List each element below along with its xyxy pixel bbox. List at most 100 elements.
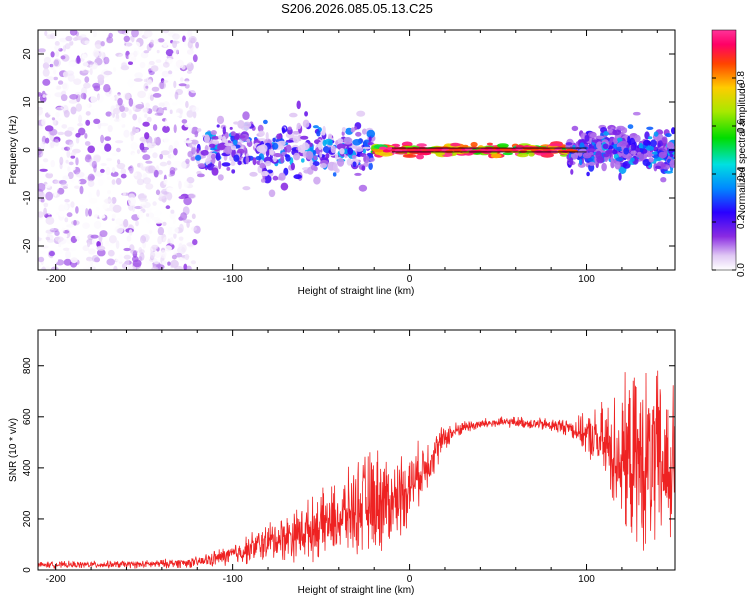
heatmap-cell	[64, 130, 73, 137]
heatmap-cell	[55, 85, 62, 90]
heatmap-cell	[181, 119, 188, 124]
heatmap-cell	[630, 150, 637, 155]
heatmap-cell	[48, 250, 55, 257]
heatmap-cell	[97, 249, 106, 257]
heatmap-cell	[90, 95, 98, 104]
heatmap-cell	[167, 32, 176, 37]
heatmap-cell	[45, 172, 54, 179]
heatmap-cell	[352, 161, 357, 167]
heatmap-cell	[658, 151, 667, 159]
heatmap-cell	[103, 199, 111, 203]
heatmap-cell	[75, 31, 79, 37]
heatmap-cell	[150, 39, 155, 45]
heatmap-cell	[170, 259, 179, 268]
heatmap-cell	[100, 134, 105, 144]
heatmap-cell	[172, 33, 180, 40]
heatmap-cell	[44, 125, 54, 132]
heatmap-cell	[189, 105, 197, 112]
heatmap-cell	[67, 126, 75, 132]
heatmap-cell	[67, 145, 73, 151]
heatmap-cell	[347, 147, 354, 155]
heatmap-cell	[610, 156, 614, 163]
heatmap-cell	[190, 260, 196, 265]
heatmap-cell	[169, 109, 173, 115]
heatmap-cell	[145, 254, 149, 261]
heatmap-cell	[75, 103, 83, 112]
heatmap-cell	[258, 130, 265, 137]
heatmap-cell	[615, 146, 624, 152]
heatmap-cell	[633, 134, 641, 143]
heatmap-cell	[50, 51, 55, 58]
heatmap-cell	[106, 258, 115, 266]
heatmap-cell	[139, 249, 145, 254]
heatmap-cell	[170, 209, 175, 214]
x-tick-label: 0	[407, 274, 413, 285]
heatmap-cell	[123, 92, 131, 100]
heatmap-cell	[45, 191, 54, 201]
heatmap-cell	[142, 154, 151, 161]
heatmap-cell	[155, 179, 163, 189]
heatmap-cell	[186, 49, 194, 55]
heatmap-cell	[132, 41, 141, 48]
heatmap-cell	[70, 166, 76, 171]
heatmap-cell	[358, 184, 368, 192]
y-tick-label: 20	[22, 48, 33, 60]
heatmap-cell	[123, 247, 131, 252]
heatmap-cell	[123, 219, 129, 228]
heatmap-cell	[379, 146, 387, 150]
heatmap-cell	[153, 169, 159, 178]
heatmap-cell	[292, 135, 300, 144]
heatmap-cell	[158, 190, 167, 199]
heatmap-cell	[230, 145, 237, 151]
x-tick-label: -100	[223, 574, 243, 585]
heatmap-cell	[218, 160, 222, 170]
heatmap-cell	[54, 230, 60, 236]
heatmap-cell	[132, 103, 136, 111]
heatmap-cell	[152, 152, 158, 159]
x-tick-label: -100	[223, 274, 243, 285]
heatmap-cell	[639, 148, 644, 153]
heatmap-cell	[144, 132, 150, 140]
heatmap-cell	[269, 148, 274, 156]
heatmap-cell	[116, 162, 126, 170]
heatmap-cell	[217, 174, 224, 181]
heatmap-cell	[259, 162, 266, 169]
heatmap-cell	[43, 207, 47, 216]
heatmap-cell	[111, 167, 116, 174]
heatmap-cell	[192, 239, 198, 246]
heatmap-cell	[62, 186, 68, 189]
heatmap-cell	[85, 119, 91, 126]
heatmap-cell	[222, 126, 226, 135]
heatmap-cell	[100, 41, 105, 47]
heatmap-cell	[136, 178, 145, 186]
heatmap-cell	[145, 213, 150, 217]
heatmap-cell	[130, 132, 134, 142]
heatmap-cell	[257, 124, 264, 133]
snr-frame	[37, 329, 676, 571]
heatmap-cell	[38, 211, 44, 218]
heatmap-cell	[187, 40, 193, 49]
heatmap-cell	[111, 179, 116, 185]
heatmap-cell	[38, 92, 42, 97]
heatmap-cell	[651, 151, 660, 155]
heatmap-cell	[330, 145, 337, 154]
heatmap-cell	[165, 182, 172, 187]
heatmap-cell	[132, 126, 136, 135]
heatmap-cell	[64, 198, 70, 203]
heatmap-cell	[187, 151, 193, 158]
heatmap-cell	[154, 112, 163, 116]
heatmap-cell	[152, 201, 157, 206]
heatmap-cell	[565, 142, 573, 146]
heatmap-cell	[143, 187, 148, 196]
heatmap-cell	[164, 118, 169, 127]
heatmap-cell	[287, 126, 292, 131]
heatmap-cell	[272, 175, 279, 181]
heatmap-cell	[108, 32, 113, 39]
heatmap-cell	[97, 145, 103, 153]
heatmap-cell	[166, 104, 171, 112]
heatmap-cell	[140, 51, 149, 59]
heatmap-cell	[70, 155, 76, 159]
heatmap-cell	[63, 258, 72, 266]
heatmap-cell	[183, 196, 192, 206]
